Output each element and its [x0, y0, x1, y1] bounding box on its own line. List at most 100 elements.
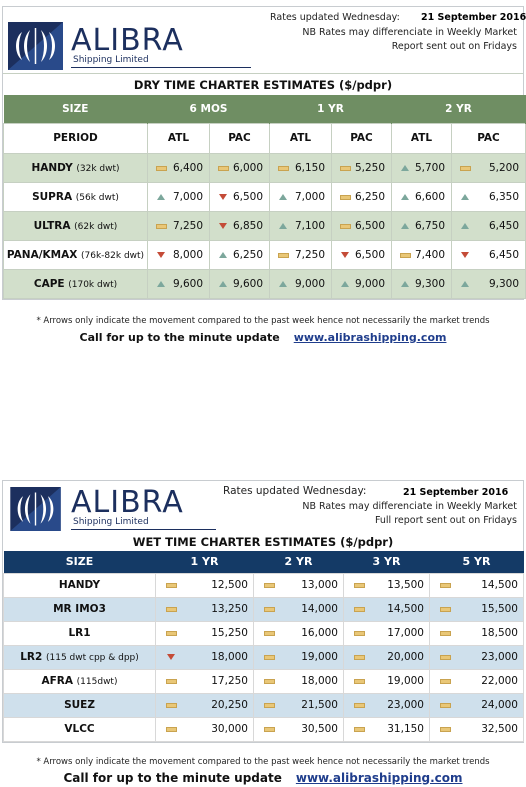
rate-value: 32,500: [481, 723, 518, 735]
no-change-icon: [400, 251, 411, 259]
wet-call-line: Call for up to the minute update www.alib…: [0, 771, 526, 785]
subcol-header: ATL: [269, 122, 332, 154]
rate-cell: 6,350: [451, 181, 526, 212]
rate-value: 18,000: [211, 651, 248, 663]
no-change-icon: [264, 677, 275, 685]
dry-frame: ALIBRA Shipping Limited Rates updated We…: [2, 6, 526, 300]
rate-cell: 15,250: [155, 620, 254, 646]
arrow-up-icon: [400, 222, 410, 230]
wet-footnote: * Arrows only indicate the movement comp…: [36, 756, 490, 767]
no-change-icon: [264, 629, 275, 637]
vessel-size-cell: CAPE (170k dwt): [3, 268, 148, 299]
rate-cell: 14,500: [343, 596, 430, 622]
rates-updated-label: Rates updated Wednesday:: [270, 12, 400, 23]
dry-footnote: * Arrows only indicate the movement comp…: [36, 315, 490, 326]
rate-cell: 7,100: [269, 210, 332, 241]
rate-cell: 6,500: [209, 181, 270, 212]
table-row: ULTRA (62k dwt) 7,250 6,850 7,100 6,500 6,750…: [3, 210, 526, 241]
vessel-size-name: CAPE: [33, 277, 65, 290]
vessel-size-cell: MR IMO3: [3, 596, 156, 622]
dry-call-line: Call for up to the minute update www.alib…: [0, 331, 526, 344]
vessel-size-cell: SUEZ: [3, 692, 156, 718]
no-change-icon: [354, 581, 365, 589]
brand-name: ALIBRA: [71, 485, 184, 520]
rate-cell: 6,450: [451, 210, 526, 241]
table-row: VLCC 30,000 30,500 31,150 32,500: [3, 716, 524, 742]
vessel-size-cell: HANDY: [3, 572, 156, 598]
arrow-down-icon: [166, 653, 176, 661]
rate-value: 7,400: [414, 248, 445, 261]
no-change-icon: [354, 605, 365, 613]
rate-value: 19,000: [301, 651, 338, 663]
rate-cell: 18,500: [429, 620, 524, 646]
website-link[interactable]: www.alibrashipping.com: [293, 330, 447, 344]
no-change-icon: [354, 725, 365, 733]
rate-cell: 24,000: [429, 692, 524, 718]
no-change-icon: [166, 629, 177, 637]
rate-value: 5,250: [354, 161, 385, 174]
no-change-icon: [166, 581, 177, 589]
no-change-icon: [156, 222, 167, 230]
rate-value: 30,500: [301, 723, 338, 735]
nb-note: NB Rates may differenciate in Weekly Mar…: [302, 501, 517, 512]
no-change-icon: [156, 164, 167, 172]
rate-cell: 7,000: [269, 181, 332, 212]
no-change-icon: [166, 701, 177, 709]
rate-value: 17,000: [387, 627, 424, 639]
rate-cell: 32,500: [429, 716, 524, 742]
rate-cell: 6,450: [451, 239, 526, 270]
website-link[interactable]: www.alibrashipping.com: [295, 770, 463, 785]
rate-cell: 5,700: [391, 152, 452, 183]
table-row: SUEZ 20,250 21,500 23,000 24,000: [3, 692, 524, 718]
no-change-icon: [166, 725, 177, 733]
rate-cell: 13,000: [253, 572, 344, 598]
wet-frame: ALIBRA Shipping Limited Rates updated We…: [2, 480, 524, 743]
vessel-size-cell: HANDY (32k dwt): [3, 152, 148, 183]
no-change-icon: [340, 193, 351, 201]
rate-cell: 19,000: [253, 644, 344, 670]
group-header: 6 MOS: [147, 95, 270, 123]
arrow-up-icon: [156, 193, 166, 201]
vessel-size-name: VLCC: [64, 723, 95, 735]
rate-value: 18,000: [301, 675, 338, 687]
brand-subtitle: Shipping Limited: [73, 55, 149, 65]
rate-cell: 21,500: [253, 692, 344, 718]
arrow-up-icon: [400, 164, 410, 172]
rate-cell: 6,250: [209, 239, 270, 270]
arrow-up-icon: [156, 280, 166, 288]
rate-value: 24,000: [481, 699, 518, 711]
rate-value: 23,000: [481, 651, 518, 663]
rate-value: 7,000: [172, 190, 203, 203]
brand-subtitle: Shipping Limited: [73, 517, 149, 527]
no-change-icon: [218, 164, 229, 172]
rate-cell: 12,500: [155, 572, 254, 598]
rate-value: 6,450: [488, 219, 519, 232]
rate-cell: 15,500: [429, 596, 524, 622]
dry-table-body: HANDY (32k dwt) 6,400 6,000 6,150 5,250 5,700…: [3, 152, 526, 299]
rate-value: 16,000: [301, 627, 338, 639]
rate-value: 21,500: [301, 699, 338, 711]
rate-cell: 20,000: [343, 644, 430, 670]
brand-rule: [71, 67, 251, 68]
rate-cell: 6,500: [331, 239, 392, 270]
subcol-header: ATL: [391, 122, 452, 154]
rate-cell: 9,600: [209, 268, 270, 299]
alibra-logo-icon: [10, 487, 61, 531]
rate-value: 5,700: [414, 161, 445, 174]
dry-section: ALIBRA Shipping Limited Rates updated We…: [0, 6, 526, 344]
size-header: SIZE: [3, 551, 156, 573]
group-header: 1 YR: [269, 95, 392, 123]
rate-value: 6,250: [354, 190, 385, 203]
brand-rule: [71, 529, 216, 530]
alibra-logo-icon: [8, 22, 63, 70]
table-row: HANDY 12,500 13,000 13,500 14,500: [3, 572, 524, 598]
rate-value: 14,500: [481, 579, 518, 591]
no-change-icon: [440, 629, 451, 637]
table-row: LR2 (115 dwt cpp & dpp) 18,000 19,000 20,00…: [3, 644, 524, 670]
subcol-header: PAC: [209, 122, 270, 154]
rate-cell: 9,000: [269, 268, 332, 299]
vessel-size-cell: SUPRA (56k dwt): [3, 181, 148, 212]
subcol-header: ATL: [147, 122, 210, 154]
report-note: Full report sent out on Fridays: [374, 515, 517, 526]
arrow-down-icon: [156, 251, 166, 259]
